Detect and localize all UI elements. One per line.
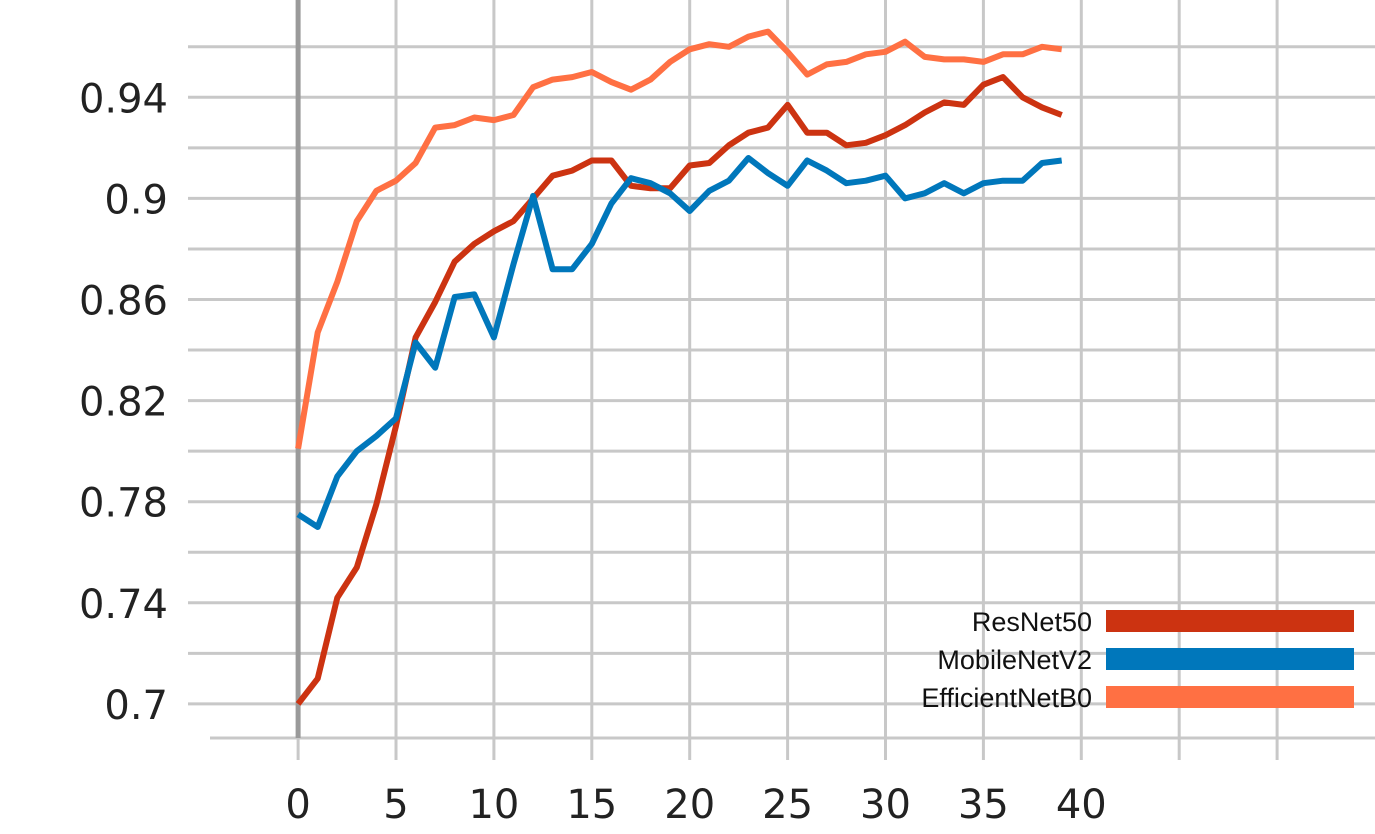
- x-tick-label: 15: [566, 782, 617, 828]
- legend-swatch-efficientnetb0: [1106, 686, 1354, 708]
- series-line-resnet50: [295, 74, 1063, 706]
- y-tick-label: 0.86: [79, 278, 168, 324]
- x-tick-label: 25: [762, 782, 813, 828]
- axes: [210, 0, 1375, 740]
- y-tick-label: 0.74: [79, 582, 168, 628]
- x-tick-labels: 0 5 10 15 20 25 30 35 40: [285, 782, 1106, 828]
- x-tick-label: 40: [1056, 782, 1107, 828]
- y-tick-label: 0.94: [79, 76, 168, 122]
- legend-swatch-mobilenetv2: [1106, 648, 1354, 670]
- series-lines: [295, 28, 1063, 706]
- legend-label-efficientnetb0: EfficientNetB0: [921, 683, 1092, 713]
- x-tick-label: 35: [958, 782, 1009, 828]
- x-tick-label: 5: [383, 782, 408, 828]
- y-tick-labels: 0.7 0.74 0.78 0.82 0.86 0.9 0.94: [79, 76, 168, 729]
- legend-label-resnet50: ResNet50: [972, 607, 1092, 637]
- x-tick-label: 10: [468, 782, 519, 828]
- y-tick-label: 0.7: [104, 683, 168, 729]
- x-tick-label: 0: [285, 782, 310, 828]
- series-line-efficientnetb0: [295, 28, 1063, 450]
- series-line-mobilenetv2: [296, 155, 1063, 530]
- x-tick-label: 30: [860, 782, 911, 828]
- y-tick-label: 0.78: [79, 481, 168, 527]
- y-tick-label: 0.82: [79, 380, 168, 426]
- legend: ResNet50 MobileNetV2 EfficientNetB0: [921, 607, 1354, 713]
- y-tick-label: 0.9: [104, 177, 168, 223]
- x-tick-label: 20: [664, 782, 715, 828]
- legend-label-mobilenetv2: MobileNetV2: [937, 645, 1092, 675]
- legend-swatch-resnet50: [1106, 610, 1354, 632]
